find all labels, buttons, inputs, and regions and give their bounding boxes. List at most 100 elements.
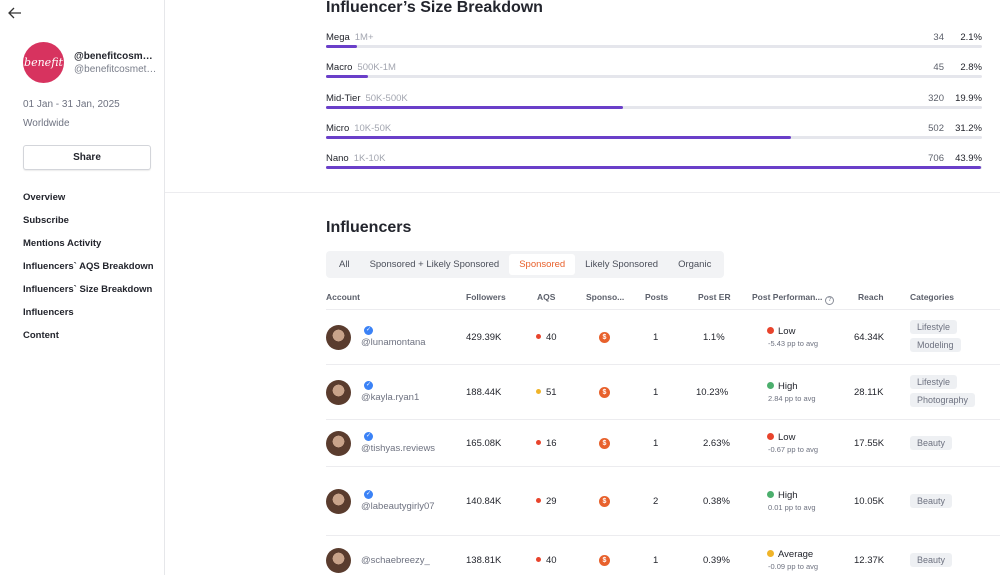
- nav-item-mentions-activity[interactable]: Mentions Activity: [23, 238, 102, 249]
- col-post-er[interactable]: Post ER: [698, 292, 731, 302]
- col-categories[interactable]: Categories: [910, 292, 954, 302]
- aqs-value: 29: [536, 496, 557, 507]
- tab-sponsored[interactable]: Sponsored: [509, 254, 576, 275]
- post-er-value: 2.63%: [703, 438, 730, 449]
- post-er-value: 0.39%: [703, 555, 730, 566]
- verified-badge-icon: ✓: [364, 432, 373, 441]
- account-handle[interactable]: @lunamontana: [361, 337, 426, 348]
- nav-item-overview[interactable]: Overview: [23, 192, 66, 203]
- tier-percent: 2.8%: [960, 62, 982, 73]
- nav-item-subscribe[interactable]: Subscribe: [23, 215, 69, 226]
- posts-value: 1: [653, 332, 659, 343]
- performance-delta: -0.67 pp to avg: [768, 445, 819, 454]
- table-row[interactable]: ✓ @tishyas.reviews 165.08K 16 $1 2.63% Low -0.6…: [326, 419, 1000, 466]
- reach-value: 10.05K: [854, 496, 885, 507]
- col-sponsored[interactable]: Sponso...: [586, 292, 625, 302]
- col-post-performance[interactable]: Post Performan...?: [752, 292, 835, 305]
- avatar[interactable]: [326, 548, 351, 573]
- account-handle[interactable]: @tishyas.reviews: [361, 443, 436, 454]
- nav-item-content[interactable]: Content: [23, 330, 59, 341]
- tier-percent: 2.1%: [960, 32, 982, 43]
- table-row[interactable]: @schaebreezy_ 138.81K 40 $1 0.39% Average -0.0…: [326, 535, 1000, 575]
- tier-progress-track: [326, 45, 982, 48]
- col-aqs[interactable]: AQS: [537, 292, 556, 302]
- tier-percent: 31.2%: [955, 123, 982, 134]
- col-account[interactable]: Account: [326, 292, 360, 302]
- tier-label: Macro 500K-1M: [326, 62, 396, 73]
- verified-badge-icon: ✓: [364, 490, 373, 499]
- tier-name: Micro: [326, 123, 350, 134]
- col-reach[interactable]: Reach: [858, 292, 884, 302]
- tier-label: Mid-Tier 50K-500K: [326, 93, 408, 104]
- category-tag: Modeling: [910, 338, 961, 352]
- nav-item-influencers[interactable]: Influencers: [23, 307, 74, 318]
- followers-value: 165.08K: [466, 438, 502, 449]
- brand-handle: @benefitcosmetics: [74, 51, 158, 62]
- avatar[interactable]: [326, 380, 351, 405]
- tier-label: Micro 10K-50K: [326, 123, 391, 134]
- performance-dot: [767, 433, 774, 440]
- tab-organic[interactable]: Organic: [678, 259, 712, 270]
- sidebar-nav: Overview Subscribe Mentions Activity Inf…: [23, 190, 163, 351]
- category-tag: Photography: [910, 393, 976, 407]
- tier-range: 500K-1M: [357, 62, 396, 73]
- tier-name: Mega: [326, 32, 350, 43]
- influencer-tabs: All Sponsored + Likely Sponsored Sponsor…: [326, 251, 725, 278]
- table-row[interactable]: ✓ @lunamontana 429.39K 40 $1 1.1% Low -5.43 pp …: [326, 309, 1000, 364]
- avatar[interactable]: [326, 431, 351, 456]
- tier-progress-fill: [326, 75, 368, 78]
- tier-progress-track: [326, 136, 982, 139]
- account-handle[interactable]: @schaebreezy_: [361, 555, 430, 566]
- category-tag: Beauty: [910, 553, 953, 567]
- table-row[interactable]: ✓ @labeautygirly07 140.84K 29 $2 0.38% High 0.0…: [326, 466, 1000, 535]
- tier-count: 706: [928, 153, 944, 164]
- nav-item-aqs-breakdown[interactable]: Influencers` AQS Breakdown: [23, 261, 154, 272]
- posts-value: 2: [653, 496, 659, 507]
- tier-label: Nano 1K-10K: [326, 153, 385, 164]
- followers-value: 429.39K: [466, 332, 502, 343]
- tab-all[interactable]: All: [339, 259, 350, 270]
- performance-text: Average: [778, 549, 814, 560]
- tier-progress-fill: [326, 136, 792, 139]
- avatar[interactable]: [326, 489, 351, 514]
- account-handle[interactable]: @kayla.ryan1: [361, 392, 420, 403]
- tier-label: Mega 1M+: [326, 32, 374, 43]
- info-icon[interactable]: ?: [825, 296, 835, 305]
- tier-percent: 19.9%: [955, 93, 982, 104]
- performance-label: High: [767, 381, 798, 392]
- back-arrow-icon[interactable]: [8, 6, 26, 22]
- followers-value: 188.44K: [466, 387, 502, 398]
- account-handle[interactable]: @labeautygirly07: [361, 501, 435, 512]
- performance-text: Low: [778, 432, 796, 443]
- reach-value: 12.37K: [854, 555, 885, 566]
- tab-likely-sponsored[interactable]: Likely Sponsored: [585, 259, 659, 270]
- avatar[interactable]: [326, 325, 351, 350]
- brand-handle-sub: @benefitcosmetics: [74, 64, 158, 75]
- date-range: 01 Jan - 31 Jan, 2025: [23, 99, 120, 110]
- aqs-value: 40: [536, 555, 557, 566]
- reach-value: 17.55K: [854, 438, 885, 449]
- col-followers[interactable]: Followers: [466, 292, 506, 302]
- sponsored-dollar-icon: $: [599, 387, 610, 398]
- aqs-number: 16: [546, 438, 557, 449]
- aqs-value: 51: [536, 387, 557, 398]
- post-er-value: 1.1%: [703, 332, 725, 343]
- share-button[interactable]: Share: [23, 145, 151, 170]
- performance-label: High: [767, 490, 798, 501]
- tier-progress-track: [326, 75, 982, 78]
- performance-label: Low: [767, 432, 795, 443]
- tier-percent: 43.9%: [955, 153, 982, 164]
- nav-item-size-breakdown[interactable]: Influencers` Size Breakdown: [23, 284, 153, 295]
- performance-label: Low: [767, 326, 795, 337]
- performance-text: Low: [778, 326, 796, 337]
- aqs-number: 29: [546, 496, 557, 507]
- aqs-value: 16: [536, 438, 557, 449]
- col-posts[interactable]: Posts: [645, 292, 669, 302]
- sponsored-dollar-icon: $: [599, 555, 610, 566]
- performance-delta: -0.09 pp to avg: [768, 562, 819, 571]
- table-row[interactable]: ✓ @kayla.ryan1 188.44K 51 $1 10.23% High 2.84 p…: [326, 364, 1000, 419]
- aqs-dot: [536, 557, 541, 562]
- tier-progress-fill: [326, 45, 358, 48]
- performance-text: High: [778, 490, 798, 501]
- tab-sponsored-likely[interactable]: Sponsored + Likely Sponsored: [369, 259, 500, 270]
